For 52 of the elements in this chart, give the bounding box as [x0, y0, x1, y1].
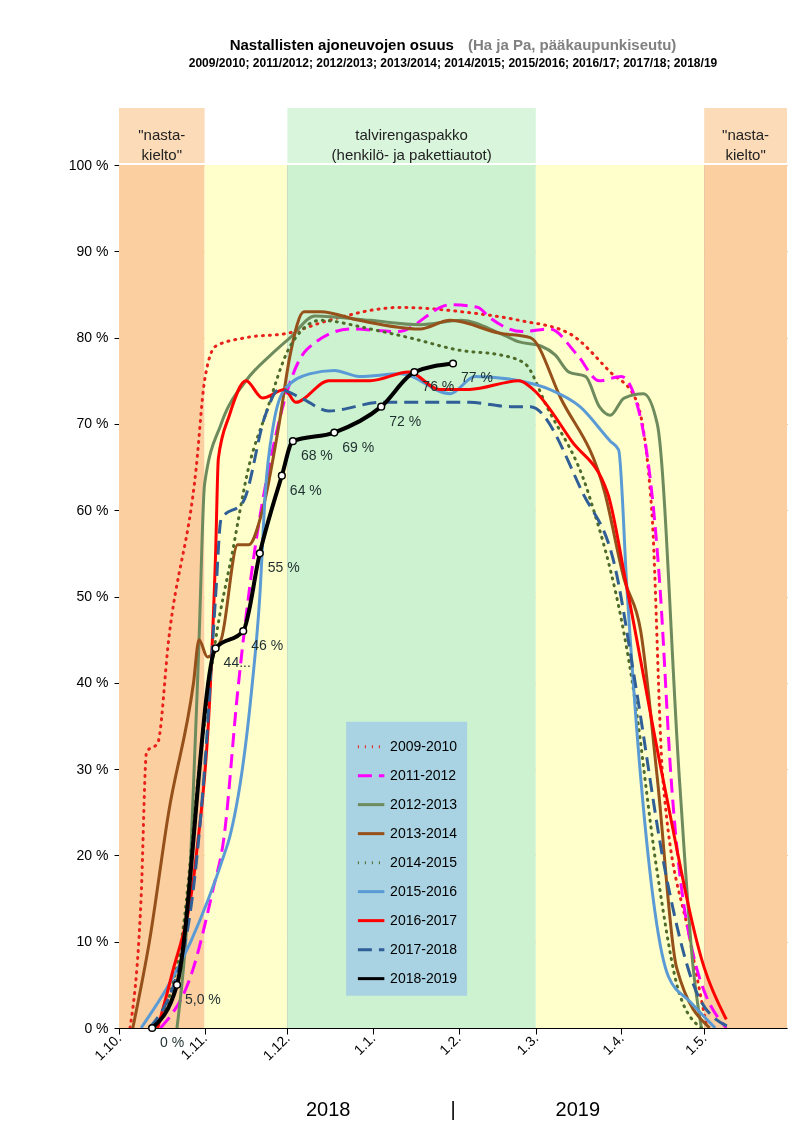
y-tick-label: 10 %	[76, 933, 109, 950]
point	[330, 428, 339, 437]
legend-label: 2017-2018	[390, 940, 458, 957]
legend-label: 2016-2017	[390, 911, 458, 928]
point	[239, 626, 248, 636]
band-label: "nasta- kielto"	[138, 126, 186, 163]
data-label: 64 %	[289, 481, 322, 498]
legend-label: 2013-2014	[390, 824, 458, 841]
y-tick-label: 100 %	[68, 156, 109, 173]
y-tick-label: 60 %	[76, 501, 109, 518]
y-tick-label: 50 %	[76, 588, 109, 604]
legend-label: 2018-2019	[390, 969, 458, 986]
text: |	[450, 1098, 456, 1121]
legend-label: 2011-2012	[390, 766, 457, 783]
legend-label: 2012-2013	[390, 795, 458, 812]
point	[211, 644, 220, 653]
band-label: "nasta- kielto"	[722, 126, 770, 163]
point	[277, 471, 286, 480]
text: 2009/2010; 2011/2012; 2012/2013; 2013/2014; 2014/2015; 2015/2016; 2016/17; 2017/18; 2018/19	[187, 56, 719, 70]
y-tick-label: 70 %	[76, 415, 109, 432]
legend-label: 2014-2015	[390, 853, 458, 870]
legend-label: 2009-2010	[390, 737, 458, 754]
legend-label: 2015-2016	[390, 882, 458, 899]
chart-title: Nastallisten ajoneuvojen osuus	[229, 36, 454, 53]
text: 2018	[305, 1098, 351, 1121]
x-tick-label: 1.2.	[436, 1030, 464, 1058]
y-tick-label: 30 %	[76, 760, 109, 777]
x-tick-label: 1.1.	[350, 1030, 379, 1058]
y-tick-label: 20 %	[76, 846, 109, 863]
point	[448, 359, 458, 368]
y-tick-label: 40 %	[76, 674, 109, 691]
x-tick-label: 1.4.	[599, 1030, 627, 1058]
point	[410, 368, 419, 377]
data-label: 44...	[223, 654, 251, 671]
data-label: 68 %	[300, 447, 333, 464]
band-label: talvirengaspakko (henkilö- ja pakettiautot)	[331, 126, 492, 163]
x-tick-label: 1.5.	[681, 1030, 710, 1058]
text: 2019	[555, 1098, 601, 1121]
data-label: 55 %	[267, 559, 300, 576]
point	[377, 402, 386, 411]
y-tick-label: 90 %	[76, 242, 109, 259]
data-label: 5,0 %	[184, 990, 221, 1007]
point	[148, 1023, 157, 1033]
y-tick-label: 0 %	[84, 1019, 109, 1036]
data-label: 69 %	[342, 438, 375, 455]
y-tick-label: 80 %	[76, 329, 109, 346]
data-label: 72 %	[389, 412, 422, 429]
chart-subtitle: (Ha ja Pa, pääkaupunkiseutu)	[467, 36, 677, 53]
x-tick-label: 1.3.	[513, 1030, 542, 1058]
point	[255, 549, 264, 558]
point	[288, 437, 297, 446]
point	[172, 980, 182, 989]
